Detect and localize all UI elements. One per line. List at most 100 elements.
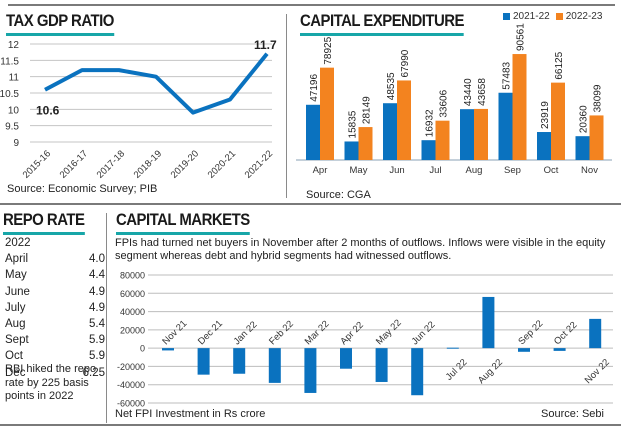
capex-bar-2021-22 xyxy=(537,132,551,160)
fpi-xtick: Nov 21 xyxy=(160,318,189,347)
capex-data-label: 48535 xyxy=(386,72,397,100)
divider-top xyxy=(286,14,287,198)
fpi-ytick: -20000 xyxy=(117,362,145,372)
repo-month: Oct xyxy=(5,350,23,363)
capex-bar-2021-22 xyxy=(306,104,320,160)
fpi-bar xyxy=(589,318,602,349)
capital-markets-title: CAPITAL MARKETS xyxy=(116,210,250,235)
repo-month: Aug xyxy=(5,318,26,331)
repo-month: April xyxy=(5,253,29,266)
repo-month: Dec xyxy=(5,366,26,379)
fpi-chart: 80000 60000 40000 20000 0 -20000 -40000 -60000 N… xyxy=(117,271,613,409)
capex-data-label: 28149 xyxy=(362,96,373,124)
capex-bar-2021-22 xyxy=(498,92,513,160)
legend-swatch-2022-23 xyxy=(555,13,563,20)
capex-data-label: 66125 xyxy=(554,51,565,79)
fpi-ytick: -40000 xyxy=(117,380,145,390)
fpi-bar xyxy=(375,348,388,382)
repo-row: Aug 5.4 xyxy=(5,316,105,332)
tax-xtick: 2015-16 xyxy=(21,148,53,180)
capex-xtick: Jun xyxy=(389,165,404,176)
capex-bar-2022-23 xyxy=(397,80,411,160)
repo-row: Dec 6.25 xyxy=(5,365,105,381)
fpi-bar xyxy=(233,348,246,374)
fpi-xtick: Nov 22 xyxy=(583,357,612,386)
capex-data-label: 38099 xyxy=(593,84,604,112)
legend-swatch-2021-22 xyxy=(503,13,510,20)
fpi-bar xyxy=(411,348,424,396)
legend-label-2021-22: 2021-22 xyxy=(513,11,550,22)
repo-row: April 4.0 xyxy=(5,251,105,267)
tax-xtick: 2019-20 xyxy=(169,148,201,180)
fpi-ytick: 80000 xyxy=(120,271,145,281)
capex-source: Source: CGA xyxy=(306,189,371,201)
capex-xtick: Aug xyxy=(466,165,483,176)
tax-xtick: 2017-18 xyxy=(95,148,127,180)
tax-xtick: 2018-19 xyxy=(132,148,164,180)
tax-xtick: 2021-22 xyxy=(243,148,275,180)
fpi-xtick: Sep 22 xyxy=(516,318,545,347)
fpi-ytick: 40000 xyxy=(120,307,145,317)
repo-rate: 6.25 xyxy=(82,366,105,379)
fpi-xtick: Mar 22 xyxy=(303,319,332,348)
capex-bar-2022-23 xyxy=(551,82,565,160)
capex-data-label: 16932 xyxy=(425,109,436,137)
capex-bar-2021-22 xyxy=(460,109,474,160)
fpi-ytick: -60000 xyxy=(117,399,145,409)
repo-month: July xyxy=(5,301,26,314)
capex-bar-2021-22 xyxy=(575,136,590,160)
repo-row: May 4.4 xyxy=(5,267,105,283)
capex-bar-2021-22 xyxy=(344,141,359,160)
fpi-ytick: 60000 xyxy=(120,289,145,299)
fpi-bar xyxy=(268,348,281,383)
capex-legend: 2021-22 2022-23 xyxy=(503,11,602,22)
capex-bar-2021-22 xyxy=(421,140,436,160)
capex-data-label: 33606 xyxy=(439,89,450,117)
repo-month: June xyxy=(5,285,30,298)
capex-data-label: 43440 xyxy=(463,78,474,106)
fpi-bar xyxy=(446,347,459,349)
capex-bar-2022-23 xyxy=(589,115,604,160)
capex-data-label: 57483 xyxy=(502,61,513,89)
tax-gdp-title: TAX GDP RATIO xyxy=(6,11,114,36)
repo-row: June 4.9 xyxy=(5,284,105,300)
fpi-bar xyxy=(162,348,174,351)
fpi-xtick: Aug 22 xyxy=(476,357,505,386)
repo-rate: 4.9 xyxy=(89,301,105,314)
tax-xtick: 2016-17 xyxy=(58,148,90,180)
fpi-bar xyxy=(340,348,352,369)
middle-rule xyxy=(0,203,621,205)
fpi-xtick: Feb 22 xyxy=(267,319,296,348)
fpi-xtick: Jul 22 xyxy=(444,357,470,383)
repo-rate: 4.9 xyxy=(89,285,105,298)
tax-ytick: 12 xyxy=(8,40,20,51)
fpi-bar xyxy=(304,348,317,393)
fpi-ytick: 20000 xyxy=(120,325,145,335)
tax-gdp-source: Source: Economic Survey; PIB xyxy=(7,183,158,195)
repo-month: May xyxy=(5,269,27,282)
tax-ytick: 10.5 xyxy=(0,89,19,100)
tax-ytick: 11 xyxy=(9,73,20,84)
fpi-xtick: Jun 22 xyxy=(410,319,438,347)
capex-xtick: Jul xyxy=(429,165,441,176)
repo-rate: 4.0 xyxy=(89,253,105,266)
tax-ytick: 9.5 xyxy=(5,122,19,133)
repo-rate: 5.9 xyxy=(89,350,105,363)
capex-bar-2021-22 xyxy=(383,103,397,160)
capex-data-label: 15835 xyxy=(348,110,359,138)
top-rule xyxy=(8,4,615,6)
capex-bar-2022-23 xyxy=(320,67,334,160)
capital-markets-description: FPIs had turned net buyers in November a… xyxy=(115,237,606,262)
repo-title: REPO RATE xyxy=(3,210,85,235)
fpi-bar xyxy=(553,348,566,351)
repo-rate: 5.4 xyxy=(89,318,105,331)
capex-data-label: 23919 xyxy=(540,101,551,129)
capex-xtick: Nov xyxy=(581,165,598,176)
capex-data-label: 90561 xyxy=(516,23,527,51)
repo-row: Oct 5.9 xyxy=(5,348,105,364)
capex-bar-2022-23 xyxy=(474,108,488,160)
tax-xtick: 2020-21 xyxy=(206,148,238,180)
repo-year: 2022 xyxy=(5,237,31,249)
